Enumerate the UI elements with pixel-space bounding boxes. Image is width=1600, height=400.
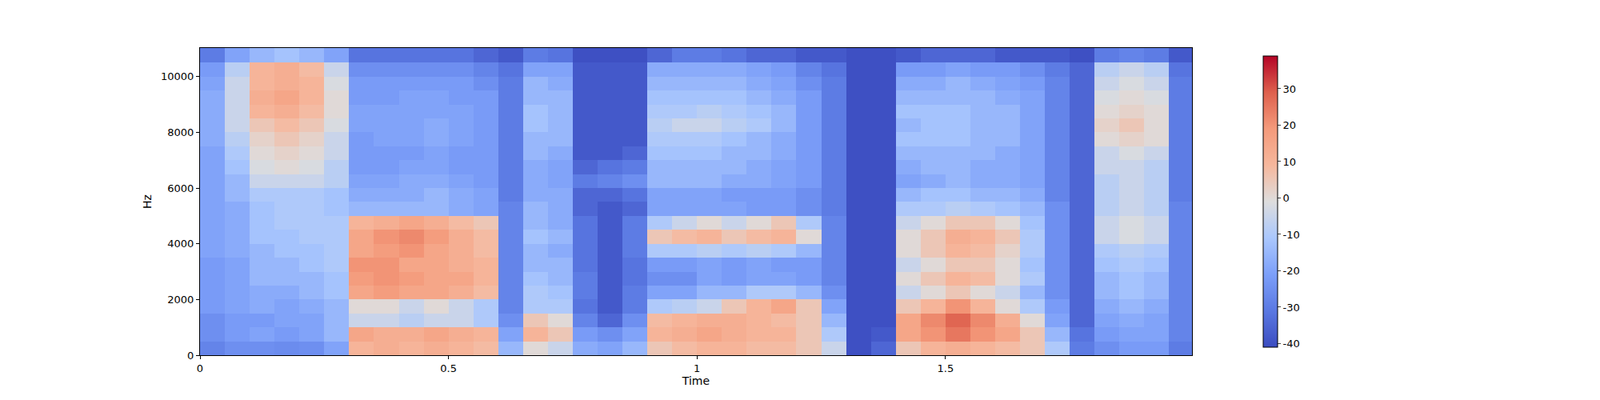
svg-text:4000: 4000 [167,237,194,250]
svg-text:8000: 8000 [167,126,194,139]
svg-text:0: 0 [196,362,204,375]
svg-text:20: 20 [1283,119,1297,132]
svg-text:0: 0 [187,349,194,362]
svg-text:Time: Time [681,374,710,388]
svg-text:10: 10 [1283,156,1297,168]
svg-text:1.5: 1.5 [937,362,955,375]
svg-text:-30: -30 [1283,301,1300,314]
svg-text:-10: -10 [1283,228,1300,241]
svg-text:Hz: Hz [140,194,154,209]
svg-text:-40: -40 [1283,337,1300,350]
svg-text:10000: 10000 [160,70,194,83]
svg-text:0: 0 [1283,192,1290,204]
svg-text:-20: -20 [1283,264,1300,277]
svg-text:1: 1 [693,362,700,375]
svg-text:0.5: 0.5 [440,362,457,375]
svg-text:30: 30 [1283,83,1297,96]
svg-text:2000: 2000 [167,293,194,306]
svg-text:6000: 6000 [167,182,194,195]
